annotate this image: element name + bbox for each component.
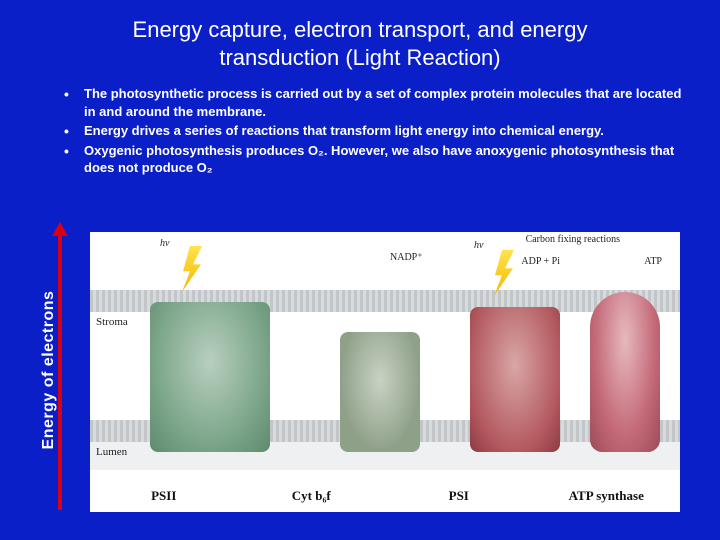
title-line-2: transduction (Light Reaction) bbox=[219, 45, 500, 70]
atp-synthase-complex bbox=[590, 292, 660, 452]
figure-photosystem-diagram: hν hν Carbon fixing reactions NADP⁺ ADP … bbox=[90, 232, 680, 512]
slide-title: Energy capture, electron transport, and … bbox=[88, 16, 632, 71]
psi-complex bbox=[470, 307, 560, 452]
bullet-text: Oxygenic photosynthesis produces O₂. How… bbox=[84, 143, 674, 176]
caption-psi: PSI bbox=[385, 488, 533, 504]
caption-psii: PSII bbox=[90, 488, 238, 504]
hv-label: hν bbox=[160, 238, 169, 249]
caption-cytb6f: Cyt b₆f bbox=[238, 488, 386, 504]
bullet-item: The photosynthetic process is carried ou… bbox=[58, 85, 682, 120]
hv-label: hν bbox=[474, 240, 483, 251]
bullet-item: Energy drives a series of reactions that… bbox=[58, 122, 682, 140]
energy-axis-label: Energy of electrons bbox=[40, 230, 70, 510]
nadp-label: NADP⁺ bbox=[390, 252, 423, 263]
adp-label: ADP + Pi bbox=[521, 256, 560, 267]
title-line-1: Energy capture, electron transport, and … bbox=[133, 17, 588, 42]
caption-atpsynthase: ATP synthase bbox=[533, 488, 681, 504]
bullet-text: The photosynthetic process is carried ou… bbox=[84, 86, 681, 119]
carbon-fixing-label: Carbon fixing reactions bbox=[526, 234, 620, 245]
figure-caption-row: PSII Cyt b₆f PSI ATP synthase bbox=[90, 486, 680, 506]
cytb6f-complex bbox=[340, 332, 420, 452]
bullet-list: The photosynthetic process is carried ou… bbox=[58, 85, 682, 177]
stroma-label: Stroma bbox=[96, 316, 128, 328]
lumen-label: Lumen bbox=[96, 446, 127, 458]
bullet-text: Energy drives a series of reactions that… bbox=[84, 123, 604, 138]
bullet-item: Oxygenic photosynthesis produces O₂. How… bbox=[58, 142, 682, 177]
atp-label: ATP bbox=[644, 256, 662, 267]
psii-complex bbox=[150, 302, 270, 452]
light-bolt-icon bbox=[182, 246, 202, 292]
